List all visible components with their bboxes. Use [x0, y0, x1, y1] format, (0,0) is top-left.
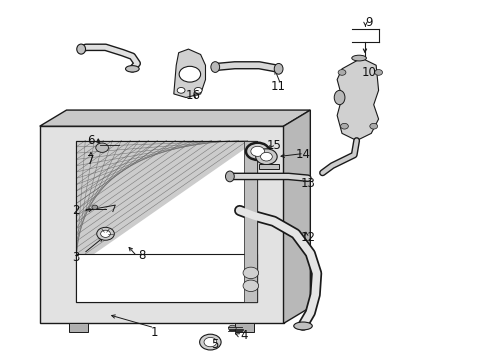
Bar [76, 140, 256, 302]
Circle shape [337, 69, 345, 75]
Text: 15: 15 [266, 139, 281, 152]
Ellipse shape [274, 63, 283, 74]
Circle shape [96, 143, 108, 152]
Polygon shape [173, 49, 205, 98]
Polygon shape [283, 110, 310, 323]
Ellipse shape [225, 171, 234, 182]
Text: 12: 12 [300, 231, 315, 244]
Text: 2: 2 [72, 204, 80, 217]
Circle shape [228, 325, 236, 331]
Text: 9: 9 [365, 16, 372, 29]
Circle shape [255, 149, 277, 165]
Ellipse shape [293, 322, 312, 330]
Text: 6: 6 [87, 134, 95, 147]
Bar [69, 323, 88, 332]
Bar [76, 140, 256, 302]
Polygon shape [76, 140, 256, 266]
Circle shape [179, 66, 200, 82]
Circle shape [243, 280, 258, 292]
Circle shape [260, 152, 272, 161]
Text: 13: 13 [300, 177, 315, 190]
Circle shape [101, 230, 110, 237]
Text: 8: 8 [138, 249, 145, 262]
Text: 14: 14 [295, 148, 310, 161]
Polygon shape [336, 58, 378, 140]
Bar [76, 253, 256, 302]
Circle shape [92, 205, 98, 210]
Circle shape [245, 143, 269, 160]
Bar [234, 323, 254, 332]
Ellipse shape [125, 66, 139, 72]
Circle shape [177, 87, 184, 93]
Text: 16: 16 [185, 89, 201, 102]
Circle shape [374, 69, 382, 75]
Text: 10: 10 [361, 66, 375, 79]
Circle shape [340, 123, 347, 129]
Bar [259, 164, 278, 169]
Text: 1: 1 [150, 326, 158, 339]
Circle shape [203, 337, 216, 347]
Polygon shape [40, 126, 283, 323]
Ellipse shape [210, 62, 219, 72]
Text: 11: 11 [270, 80, 285, 93]
Circle shape [243, 267, 258, 279]
Text: 3: 3 [72, 251, 80, 264]
Text: 7: 7 [87, 154, 95, 167]
Text: 4: 4 [240, 329, 248, 342]
Circle shape [199, 334, 221, 350]
Ellipse shape [77, 44, 85, 54]
Circle shape [250, 146, 264, 156]
Bar [244, 140, 256, 302]
Ellipse shape [351, 55, 366, 61]
Ellipse shape [333, 90, 344, 105]
Circle shape [369, 123, 377, 129]
Polygon shape [40, 110, 310, 126]
Circle shape [97, 227, 114, 240]
Text: 5: 5 [211, 338, 219, 351]
Circle shape [194, 87, 202, 93]
